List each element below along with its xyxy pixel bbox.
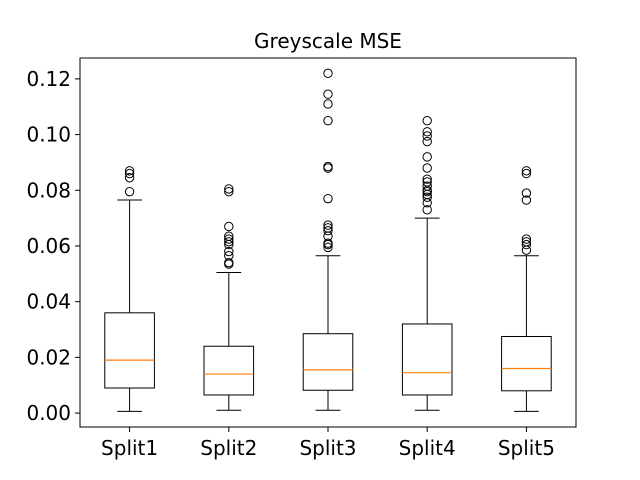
outlier-point (422, 127, 432, 137)
x-tick-label: Split2 (200, 436, 257, 460)
box-group (501, 166, 552, 412)
x-tick-label: Split3 (299, 436, 356, 460)
y-tick-label: 0.08 (26, 178, 71, 202)
outlier-point (124, 166, 135, 176)
outlier-point (422, 205, 432, 215)
outlier-point (124, 186, 135, 197)
chart-title: Greyscale MSE (254, 29, 402, 53)
x-axis: Split1 Split2 Split3 Split4 Split5 (101, 427, 555, 460)
outlier-point (422, 174, 432, 184)
box-iqr (302, 333, 354, 391)
outlier-point (224, 184, 234, 194)
outlier-point (124, 173, 135, 183)
x-tick-label: Split5 (498, 436, 555, 460)
outlier-point (422, 163, 432, 173)
box-iqr (203, 345, 255, 396)
outlier-point (521, 195, 532, 205)
outlier-point (224, 237, 234, 247)
outlier-point (422, 131, 432, 141)
box-iqr (401, 323, 453, 396)
outlier-point (521, 188, 532, 198)
x-tick-label: Split4 (399, 436, 456, 460)
outlier-point (323, 193, 333, 204)
outlier-point (224, 231, 234, 241)
box-group (401, 115, 453, 411)
outlier-point (323, 99, 333, 109)
y-tick-label: 0.10 (26, 123, 71, 147)
outlier-point (323, 115, 333, 126)
outlier-point (224, 257, 234, 268)
outlier-point (224, 221, 234, 232)
box-group (104, 166, 155, 412)
outlier-point (224, 246, 234, 257)
outlier-point (422, 192, 432, 202)
outlier-point (323, 161, 333, 172)
outlier-point (323, 223, 333, 233)
y-tick-label: 0.00 (26, 401, 71, 425)
outlier-point (422, 115, 432, 126)
outlier-point (224, 186, 234, 197)
outlier-point (422, 177, 432, 187)
outlier-point (323, 68, 333, 79)
outlier-point (521, 168, 532, 179)
outlier-point (521, 166, 532, 176)
outlier-point (323, 89, 333, 99)
box-iqr (501, 335, 552, 392)
outlier-point (521, 239, 532, 250)
x-tick-label: Split1 (101, 436, 158, 460)
outlier-point (124, 168, 135, 179)
outlier-point (224, 251, 234, 261)
plot-area (104, 68, 552, 412)
outlier-point (323, 225, 333, 236)
outlier-point (422, 181, 432, 191)
y-tick-label: 0.06 (26, 234, 71, 258)
y-axis: 0.00 0.02 0.04 0.06 0.08 0.10 0.12 (26, 67, 80, 425)
outlier-point (323, 242, 333, 253)
outlier-point (521, 234, 532, 244)
outlier-point (422, 136, 432, 147)
box-group (302, 68, 354, 411)
y-tick-label: 0.02 (26, 345, 71, 369)
outlier-point (224, 234, 234, 244)
y-tick-label: 0.04 (26, 290, 71, 314)
outlier-point (422, 152, 432, 162)
outlier-point (323, 220, 333, 230)
outlier-point (323, 238, 333, 248)
box-group (203, 184, 255, 411)
y-tick-label: 0.12 (26, 67, 71, 91)
box-iqr (104, 312, 155, 389)
outlier-point (521, 237, 532, 247)
